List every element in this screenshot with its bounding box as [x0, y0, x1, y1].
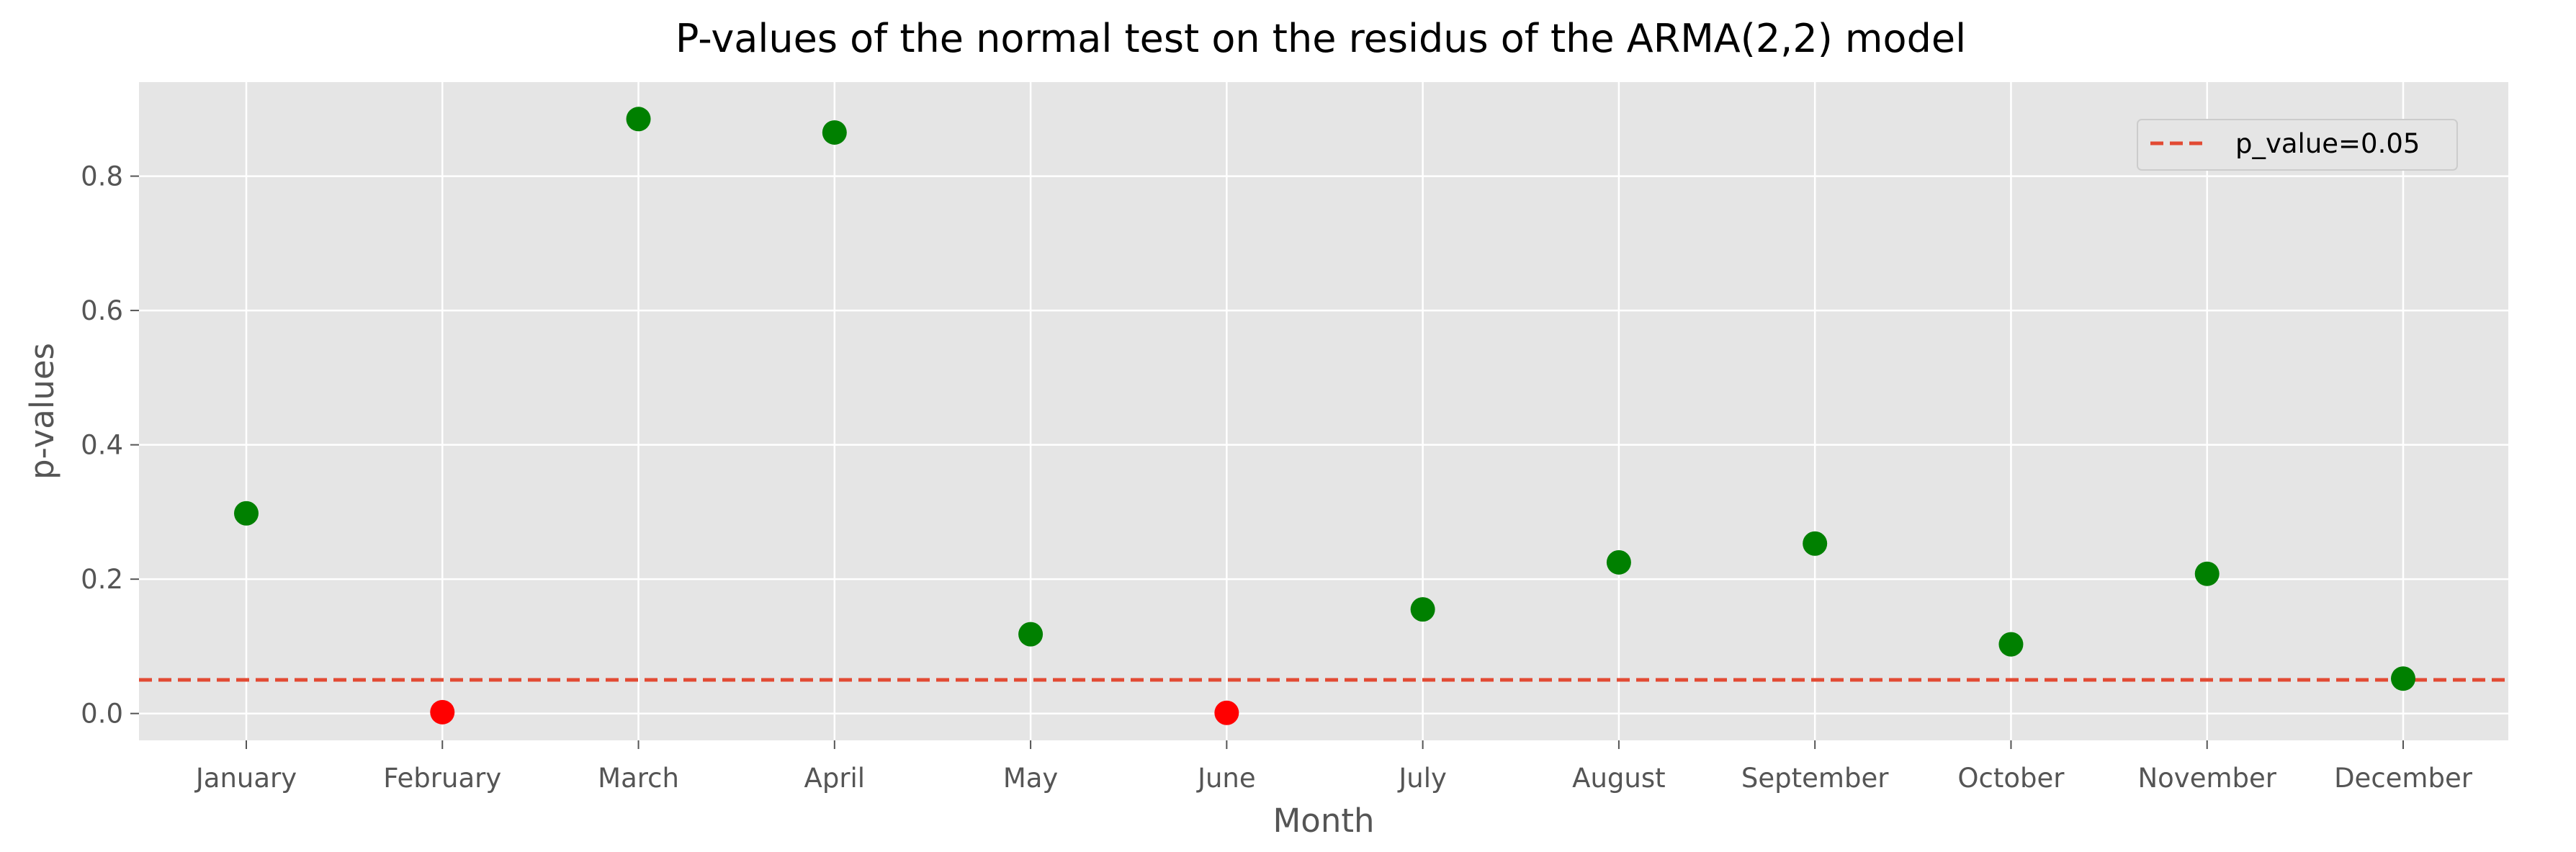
x-tick-label: November	[2137, 763, 2276, 794]
data-point-december	[2391, 666, 2415, 691]
y-axis-label: p-values	[23, 343, 61, 480]
x-tick-label: February	[383, 763, 501, 794]
legend: p_value=0.05	[2137, 119, 2458, 171]
x-tick-label: January	[194, 763, 297, 794]
x-tick-label: September	[1741, 763, 1889, 794]
y-tick-label: 0.2	[81, 564, 123, 595]
x-tick-label: May	[1003, 763, 1059, 794]
data-point-october	[1998, 632, 2024, 657]
plot-area	[139, 82, 2508, 740]
x-tick-label: July	[1397, 763, 1447, 794]
x-tick-label: March	[598, 763, 679, 794]
y-tick-label: 0.8	[81, 161, 123, 192]
x-tick-label: December	[2334, 763, 2473, 794]
x-tick-label: August	[1572, 763, 1665, 794]
data-point-june	[1214, 700, 1239, 725]
data-point-september	[1803, 531, 1828, 556]
data-point-april	[822, 120, 847, 145]
y-tick-label: 0.4	[81, 430, 123, 461]
data-points	[234, 107, 2415, 725]
y-axis-ticks: 0.0 0.2 0.4 0.6 0.8	[81, 161, 139, 730]
x-tick-label: April	[804, 763, 866, 794]
grid-lines	[139, 82, 2508, 740]
data-point-may	[1018, 622, 1044, 647]
legend-box	[2137, 119, 2458, 171]
legend-threshold-label: p_value=0.05	[2235, 128, 2420, 159]
data-point-january	[234, 501, 259, 526]
x-axis-label: Month	[1273, 802, 1374, 840]
data-point-february	[430, 699, 455, 725]
data-point-august	[1606, 550, 1631, 575]
data-point-november	[2194, 561, 2220, 586]
x-axis-ticks: January February March April May June July Augu…	[194, 740, 2473, 794]
data-point-march	[626, 107, 651, 132]
y-tick-label: 0.6	[81, 295, 123, 326]
x-tick-label: October	[1957, 763, 2065, 794]
data-point-july	[1410, 597, 1435, 622]
chart-title: P-values of the normal test on the resid…	[676, 16, 1966, 61]
y-tick-label: 0.0	[81, 699, 123, 730]
x-tick-label: June	[1196, 763, 1256, 794]
